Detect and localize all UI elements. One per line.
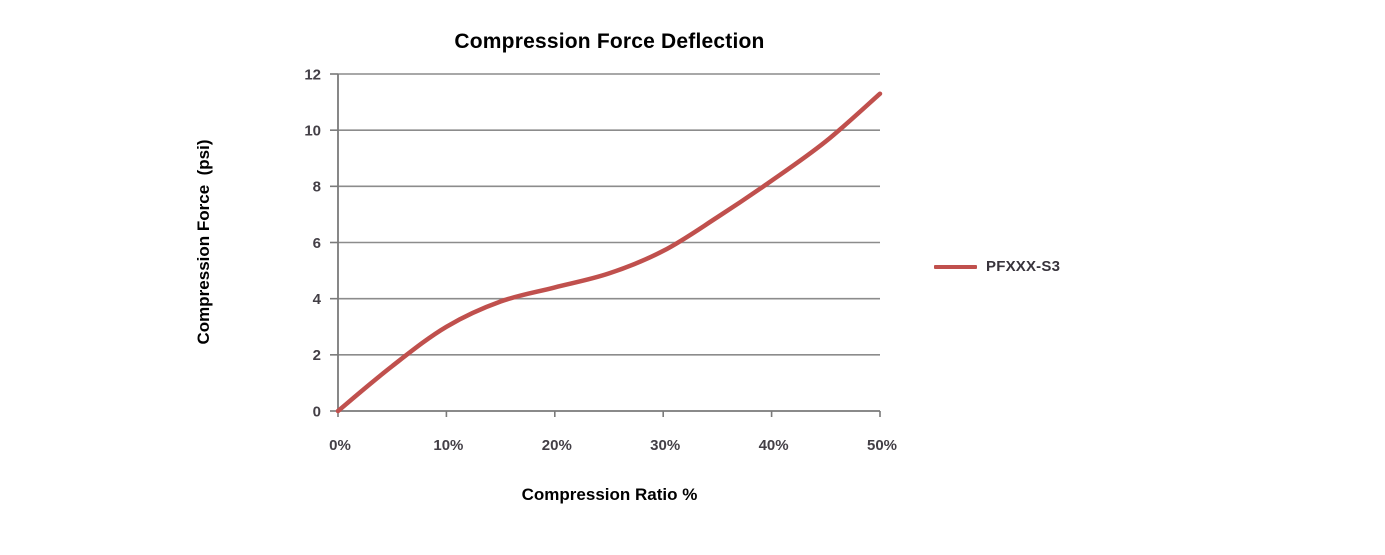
legend: PFXXX-S3 xyxy=(934,258,1060,275)
y-tick-label: 2 xyxy=(313,347,321,364)
y-tick-label: 8 xyxy=(313,179,321,196)
series-line xyxy=(335,91,883,414)
x-axis-title: Compression Ratio % xyxy=(521,485,698,504)
x-tick-label: 30% xyxy=(650,437,680,454)
x-tick-label: 10% xyxy=(433,437,463,454)
chart-title: Compression Force Deflection xyxy=(454,30,765,53)
legend-series-label: PFXXX-S3 xyxy=(986,258,1061,275)
y-tick-label: 0 xyxy=(313,403,321,420)
y-tick-label: 6 xyxy=(313,235,321,252)
y-tick-label: 4 xyxy=(313,291,322,308)
x-tick-label: 0% xyxy=(329,437,351,454)
x-tick-label: 20% xyxy=(542,437,572,454)
x-tick-label: 50% xyxy=(867,437,897,454)
y-tick-label: 10 xyxy=(304,123,321,140)
x-tick-label: 40% xyxy=(759,437,789,454)
legend-line-swatch-icon xyxy=(934,264,977,269)
y-tick-label: 12 xyxy=(304,66,321,83)
